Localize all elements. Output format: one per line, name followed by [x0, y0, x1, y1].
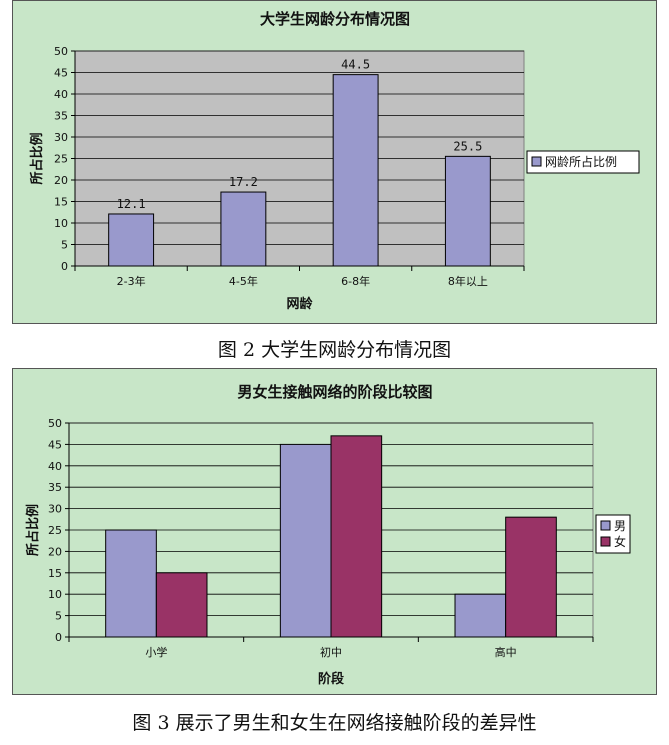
x-tick-label: 6-8年 — [341, 274, 370, 288]
y-tick-label: 25 — [48, 524, 62, 537]
chart-title: 大学生网龄分布情况图 — [260, 10, 410, 28]
y-tick-label: 15 — [54, 196, 68, 209]
y-tick-label: 35 — [54, 110, 68, 123]
age-distribution-chart: 大学生网龄分布情况图 0 5 10 15 20 25 30 35 40 45 50 2-3年 4-5年 6-… — [29, 10, 640, 312]
y-tick-label: 40 — [54, 88, 68, 101]
y-tick-label: 50 — [48, 417, 62, 430]
y-tick-label: 10 — [48, 588, 62, 601]
legend-swatch — [531, 156, 542, 167]
x-tick-label: 8年以上 — [448, 274, 488, 288]
chart-title: 男女生接触网络的阶段比较图 — [237, 383, 432, 401]
y-tick-label: 0 — [55, 631, 62, 644]
x-axis-label: 网龄 — [286, 296, 313, 312]
x-tick-label: 2-3年 — [117, 274, 146, 288]
data-label: 17.2 — [229, 175, 258, 189]
y-tick-label: 45 — [48, 438, 62, 451]
bar — [505, 516, 557, 638]
legend-box — [526, 150, 640, 174]
y-tick-label: 5 — [61, 239, 68, 252]
figure-2-caption: 图 2 大学生网龄分布情况图 — [217, 339, 452, 361]
y-tick-label: 40 — [48, 460, 62, 473]
y-tick-label: 45 — [54, 67, 68, 80]
bar — [454, 593, 507, 638]
legend-swatch — [600, 520, 611, 531]
bar — [155, 572, 208, 638]
legend-label: 网龄所占比例 — [545, 154, 617, 169]
y-tick-label: 25 — [54, 153, 68, 166]
gender-stage-chart: 男女生接触网络的阶段比较图 0 5 10 15 20 25 30 35 40 45 50 小学 初中 高中阶… — [25, 383, 631, 687]
legend-label: 男 — [614, 519, 626, 533]
y-axis-label: 所占比例 — [29, 132, 45, 184]
x-tick-label: 4-5年 — [229, 274, 258, 288]
y-axis-label: 所占比例 — [25, 504, 41, 556]
y-tick-label: 30 — [54, 131, 68, 144]
data-label: 44.5 — [341, 58, 370, 72]
data-label: 25.5 — [453, 139, 482, 153]
bar — [108, 213, 155, 267]
y-tick-label: 30 — [48, 503, 62, 516]
bar — [105, 529, 157, 638]
y-tick-label: 20 — [54, 174, 68, 187]
x-tick-label: 高中 — [495, 645, 517, 659]
x-tick-label: 小学 — [145, 645, 167, 659]
x-axis-label: 阶段 — [318, 671, 344, 687]
data-label: 12.1 — [117, 197, 146, 211]
y-tick-label: 0 — [61, 260, 68, 273]
y-tick-label: 35 — [48, 481, 62, 494]
y-tick-label: 5 — [55, 610, 62, 623]
bar — [444, 155, 491, 267]
bar — [220, 191, 267, 267]
chart-panel-gender-stage: 男女生接触网络的阶段比较图 0 5 10 15 20 25 30 35 40 45 50 小学 初中 高中阶… — [12, 368, 657, 695]
figure-3-caption: 图 3 展示了男生和女生在网络接触阶段的差异性 — [132, 712, 537, 734]
y-tick-label: 20 — [48, 545, 62, 558]
legend-swatch — [600, 536, 611, 547]
bar — [330, 435, 383, 638]
y-tick-label: 10 — [54, 217, 68, 230]
bar — [332, 74, 379, 267]
x-tick-label: 初中 — [320, 645, 342, 659]
chart-panel-age-distribution: 大学生网龄分布情况图 0 5 10 15 20 25 30 35 40 45 50 2-3年 4-5年 6-… — [12, 0, 657, 324]
y-tick-label: 15 — [48, 567, 62, 580]
y-tick-label: 50 — [54, 45, 68, 58]
bar — [279, 443, 332, 638]
legend-label: 女 — [614, 534, 626, 549]
